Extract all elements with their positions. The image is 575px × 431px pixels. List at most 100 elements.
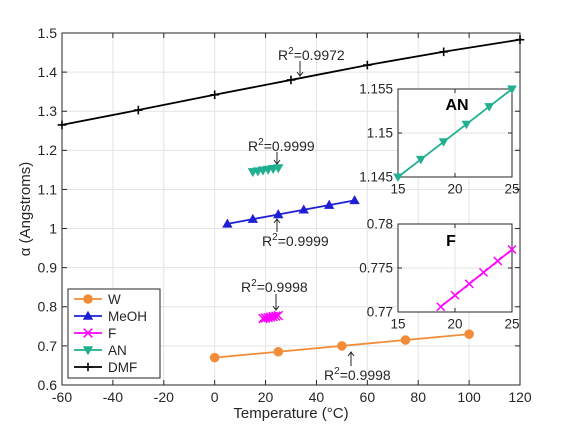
legend-entry-meoh: MeOH bbox=[74, 309, 147, 324]
x-axis-label: Temperature (°C) bbox=[233, 405, 348, 422]
r2-annotation: R2=0.9999 bbox=[248, 137, 315, 154]
y-tick-label: 0.775 bbox=[359, 261, 393, 276]
r2-superscript: 2 bbox=[258, 137, 264, 148]
data-point-f bbox=[464, 279, 474, 289]
annotation-arrowhead bbox=[347, 351, 355, 357]
series-line-meoh bbox=[227, 199, 355, 225]
axes-box bbox=[397, 223, 513, 313]
data-point-f bbox=[270, 311, 281, 321]
r2-value: =0.9998 bbox=[257, 279, 308, 295]
data-point-meoh bbox=[273, 209, 284, 219]
legend-marker bbox=[83, 328, 93, 338]
y-tick-label: 1.4 bbox=[38, 64, 58, 80]
r2-superscript: 2 bbox=[272, 232, 278, 243]
legend-entry-an: AN bbox=[74, 343, 127, 358]
r2-annotation: R2=0.9972 bbox=[278, 46, 345, 63]
y-tick-label: 0.77 bbox=[367, 305, 393, 320]
r2-value: =0.9972 bbox=[294, 47, 345, 63]
x-tick-label: -60 bbox=[52, 389, 72, 405]
r2-superscript: 2 bbox=[334, 366, 340, 377]
r2-letter: R bbox=[248, 138, 258, 154]
legend-label: W bbox=[108, 292, 121, 307]
data-point-an bbox=[273, 164, 284, 174]
legend-entry-w: W bbox=[74, 292, 121, 307]
data-point-f bbox=[450, 290, 460, 300]
data-point-w bbox=[209, 352, 220, 363]
x-tick-label: 15 bbox=[390, 317, 405, 332]
axes-box bbox=[61, 32, 521, 386]
x-tick-label: 20 bbox=[447, 317, 462, 332]
data-point-f bbox=[493, 256, 503, 266]
data-point-w bbox=[337, 341, 347, 351]
data-point-w bbox=[400, 335, 411, 345]
legend-label: MeOH bbox=[108, 309, 147, 324]
y-tick-label: 1.2 bbox=[38, 142, 58, 158]
data-point-dmf bbox=[134, 105, 143, 115]
data-point-w bbox=[273, 346, 284, 357]
legend: W MeOH F AN DMF bbox=[67, 288, 161, 379]
inset-title: F bbox=[446, 233, 456, 250]
inset-an: 15 20 25 1.145 1.15 1.155 AN bbox=[359, 82, 519, 197]
y-axis-label: α (Angstroms) bbox=[17, 162, 34, 257]
y-tick-label: 1.3 bbox=[38, 103, 58, 119]
y-tick-label: 0.7 bbox=[38, 338, 58, 354]
axes-box bbox=[397, 88, 513, 178]
data-point-an bbox=[438, 138, 449, 147]
legend-label: DMF bbox=[108, 360, 137, 375]
legend-marker bbox=[83, 294, 93, 304]
y-tick-label: 1.5 bbox=[38, 25, 58, 41]
r2-superscript: 2 bbox=[288, 46, 294, 57]
data-point-dmf bbox=[286, 75, 296, 85]
r2-annotation: R2=0.9999 bbox=[262, 232, 329, 249]
data-point-meoh bbox=[222, 218, 233, 228]
inset-title: AN bbox=[445, 97, 468, 114]
legend-marker bbox=[82, 310, 94, 320]
data-point-dmf bbox=[363, 60, 372, 70]
data-point-f bbox=[507, 244, 517, 255]
data-point-meoh bbox=[324, 199, 335, 209]
r2-value: =0.9999 bbox=[278, 233, 329, 249]
x-tick-label: 100 bbox=[457, 389, 481, 405]
data-point-dmf bbox=[439, 47, 448, 57]
data-point-an bbox=[393, 173, 403, 183]
data-point-meoh bbox=[247, 213, 258, 223]
data-point-f bbox=[478, 267, 489, 277]
data-point-dmf bbox=[210, 90, 219, 100]
x-tick-label: 20 bbox=[447, 182, 462, 197]
x-tick-label: 25 bbox=[504, 182, 519, 197]
data-point-dmf bbox=[515, 35, 525, 44]
annotation-arrowhead bbox=[273, 159, 281, 165]
y-tick-label: 0.8 bbox=[38, 299, 58, 315]
data-point-an bbox=[507, 85, 517, 95]
x-tick-label: 25 bbox=[504, 317, 519, 332]
data-point-meoh bbox=[349, 195, 360, 205]
r2-annotation: R2=0.9998 bbox=[324, 366, 391, 383]
y-tick-label: 0.78 bbox=[367, 217, 393, 232]
data-point-f bbox=[436, 302, 446, 312]
x-tick-label: 15 bbox=[390, 182, 405, 197]
data-point-f bbox=[273, 310, 284, 321]
data-point-w bbox=[464, 329, 474, 339]
data-point-an bbox=[461, 120, 472, 130]
legend-label: F bbox=[108, 326, 116, 341]
legend-marker bbox=[83, 362, 93, 372]
y-tick-label: 1.1 bbox=[38, 181, 58, 197]
annotation-arrowhead bbox=[273, 218, 281, 224]
y-tick-label: 1 bbox=[49, 220, 57, 236]
legend-marker bbox=[82, 346, 94, 356]
r2-letter: R bbox=[262, 233, 272, 249]
y-tick-label: 1.145 bbox=[359, 170, 393, 185]
legend-entry-f: F bbox=[74, 326, 116, 341]
x-tick-label: 120 bbox=[508, 389, 532, 405]
y-tick-label: 0.6 bbox=[38, 377, 58, 393]
x-tick-label: 40 bbox=[309, 389, 325, 405]
annotation-arrowhead bbox=[296, 71, 304, 77]
data-point-an bbox=[415, 155, 426, 165]
r2-letter: R bbox=[241, 279, 251, 295]
data-point-dmf bbox=[57, 120, 67, 130]
x-tick-label: 80 bbox=[410, 389, 426, 405]
y-tick-label: 1.15 bbox=[367, 126, 393, 141]
legend-entry-dmf: DMF bbox=[74, 360, 137, 375]
x-tick-label: -40 bbox=[103, 389, 123, 405]
